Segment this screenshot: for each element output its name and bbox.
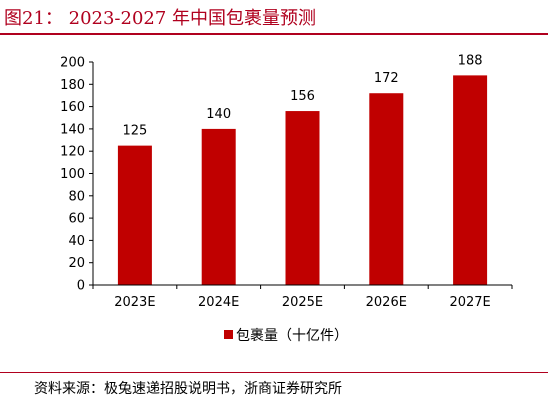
legend: 包裹量（十亿件） — [224, 328, 348, 344]
y-tick-label: 80 — [68, 189, 85, 204]
data-labels: 125 140 156 172 188 — [122, 53, 482, 138]
legend-label: 包裹量（十亿件） — [236, 328, 348, 344]
y-tick-label: 100 — [60, 167, 85, 182]
data-label-2024E: 140 — [206, 107, 231, 122]
bar-series — [117, 75, 488, 285]
y-tick-label: 60 — [68, 212, 85, 227]
y-tick-label: 20 — [68, 256, 85, 271]
bar-2025E — [285, 111, 320, 285]
bar-2027E — [453, 75, 488, 285]
legend-swatch — [224, 330, 233, 339]
x-tick-label-2027E: 2027E — [449, 295, 490, 310]
x-tick-label-2023E: 2023E — [114, 295, 155, 310]
figure-title: 图21： 2023-2027 年中国包裹量预测 — [4, 8, 317, 29]
bar-2024E — [201, 128, 236, 285]
source-note: 资料来源：极兔速递招股说明书，浙商证券研究所 — [34, 381, 342, 397]
x-tick-label-2026E: 2026E — [366, 295, 407, 310]
y-tick-label: 200 — [60, 56, 85, 71]
y-tick-label: 120 — [60, 145, 85, 160]
source-divider — [0, 372, 548, 373]
x-tick-label-2025E: 2025E — [282, 295, 323, 310]
y-tick-label: 0 — [77, 279, 85, 294]
y-tick-label: 180 — [60, 78, 85, 93]
y-tick-label: 140 — [60, 122, 85, 137]
axis-lines — [92, 62, 512, 286]
x-axis: 2023E 2024E 2025E 2026E 2027E — [92, 285, 513, 310]
y-tick-label: 160 — [60, 100, 85, 115]
y-tick-label: 40 — [68, 234, 85, 249]
bar-2023E — [117, 145, 152, 285]
data-label-2027E: 188 — [458, 53, 483, 68]
bar-chart: 0 20 40 60 80 100 120 140 160 180 200 125 140 156 172… — [60, 53, 513, 344]
y-axis: 0 20 40 60 80 100 120 140 160 180 200 — [60, 56, 93, 294]
x-tick-label-2024E: 2024E — [198, 295, 239, 310]
title-divider — [0, 33, 548, 35]
data-label-2026E: 172 — [374, 71, 399, 86]
bar-2026E — [369, 93, 404, 285]
data-label-2025E: 156 — [290, 89, 315, 104]
data-label-2023E: 125 — [122, 124, 147, 139]
